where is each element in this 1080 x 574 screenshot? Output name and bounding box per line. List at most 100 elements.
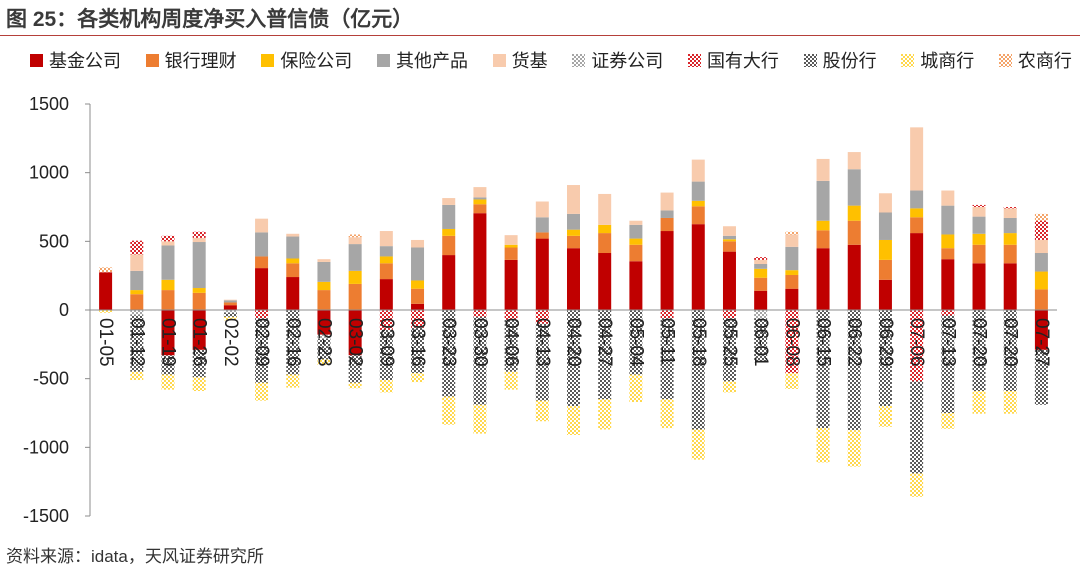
chart-legend: 基金公司 银行理财 保险公司 其他产品 货基 证券公司 国有大行 股份行 城商行 农商行	[30, 48, 1072, 72]
x-tick-label: 06-22	[844, 318, 865, 367]
bar-segment	[223, 299, 237, 301]
legend-swatch	[30, 53, 43, 67]
bar-segment	[660, 192, 674, 211]
bar-segment	[379, 279, 393, 310]
bar-segment	[317, 281, 331, 291]
bar-segment	[473, 310, 487, 317]
bar-segment	[99, 310, 113, 313]
bar-segment	[317, 310, 331, 335]
bar-segment	[910, 217, 924, 234]
bar-segment	[847, 152, 861, 170]
bar-segment	[1003, 217, 1017, 234]
bar-segment	[348, 237, 362, 245]
bar-segment	[660, 231, 674, 310]
bar-segment	[411, 247, 425, 281]
bar-segment	[722, 310, 736, 319]
bar-segment	[660, 217, 674, 232]
legend-item: 国有大行	[687, 47, 779, 73]
bar-segment	[972, 207, 986, 217]
bar-segment	[286, 310, 300, 375]
bar-segment	[598, 399, 612, 430]
bar-segment	[223, 316, 237, 321]
title-divider	[0, 35, 1080, 36]
bar-segment	[941, 259, 955, 310]
bar-segment	[411, 288, 425, 304]
bar-segment	[878, 239, 892, 260]
legend-item: 其他产品	[376, 47, 468, 73]
x-tick-label: 03-02	[345, 318, 366, 367]
bar-segment	[1034, 310, 1048, 350]
bar-segment	[130, 290, 144, 295]
bar-segment	[691, 310, 705, 430]
bar-segment	[286, 258, 300, 264]
bar-segment	[286, 374, 300, 388]
bar-segment	[192, 242, 206, 289]
bar-segment	[473, 187, 487, 198]
x-tick-label: 06-08	[781, 318, 802, 367]
bar-segment	[130, 240, 144, 255]
bar-segment	[629, 220, 643, 225]
bar-segment	[348, 382, 362, 389]
bar-segment	[130, 371, 144, 381]
bar-segment	[130, 254, 144, 271]
bar-segment	[192, 310, 206, 350]
legend-item: 农商行	[998, 47, 1072, 73]
bar-segment	[754, 268, 768, 278]
legend-label: 基金公司	[49, 51, 121, 71]
bar-segment	[754, 290, 768, 310]
bar-segment	[473, 316, 487, 405]
bar-segment	[192, 292, 206, 310]
bar-segment	[223, 310, 237, 313]
x-tick-label: 04-27	[594, 318, 615, 367]
x-tick-label: 07-20	[1000, 318, 1021, 367]
bar-segment	[255, 256, 269, 269]
bar-segment	[972, 244, 986, 264]
y-tick-label: -1000	[23, 437, 69, 457]
legend-swatch	[145, 53, 159, 67]
axes-group	[85, 103, 1057, 517]
bar-segment	[411, 280, 425, 289]
legend-item: 银行理财	[145, 47, 237, 73]
legend-label: 保险公司	[280, 51, 353, 71]
bar-segment	[504, 235, 518, 245]
tick-labels-group: 1500 1000 500 0 -500 -1000 -1500 01-05 01-12 01-1…	[23, 94, 1052, 526]
bar-segment	[722, 381, 736, 393]
bar-segment	[317, 338, 331, 360]
x-tick-label: 02-02	[220, 318, 241, 367]
bar-segment	[691, 429, 705, 460]
bar-segment	[1003, 391, 1017, 414]
bar-segment	[473, 404, 487, 434]
bar-segment	[754, 257, 768, 260]
x-tick-label: 02-09	[251, 318, 272, 367]
bar-segment	[255, 232, 269, 257]
legend-label: 银行理财	[164, 51, 237, 71]
bar-segment	[972, 216, 986, 234]
bar-segment	[192, 237, 206, 243]
bar-segment	[1034, 213, 1048, 221]
bar-segment	[878, 212, 892, 240]
bar-segment	[847, 220, 861, 245]
legend-label: 农商行	[1017, 51, 1072, 71]
bar-segment	[847, 430, 861, 467]
bar-segment	[1034, 220, 1048, 240]
legend-swatch	[998, 53, 1012, 67]
x-tick-label: 04-06	[501, 318, 522, 367]
bar-segment	[567, 213, 580, 230]
bar-segment	[567, 235, 580, 249]
bar-segment	[223, 300, 237, 303]
legend-swatch	[687, 53, 701, 67]
bar-segment	[910, 233, 924, 310]
legend-item: 货基	[492, 47, 548, 73]
bar-segment	[504, 259, 518, 310]
bar-segment	[910, 310, 924, 382]
x-tick-label: 05-04	[625, 318, 646, 367]
x-tick-label: 02-16	[282, 318, 303, 367]
chart-title: 图 25：各类机构周度净买入普信债（亿元）	[6, 8, 414, 31]
bar-segment	[473, 199, 487, 205]
bar-segment	[816, 220, 830, 231]
legend-item: 证券公司	[572, 47, 663, 73]
bar-segment	[317, 290, 331, 310]
x-tick-label: 03-30	[469, 318, 490, 367]
bar-segment	[941, 413, 955, 429]
bar-segment	[691, 181, 705, 201]
